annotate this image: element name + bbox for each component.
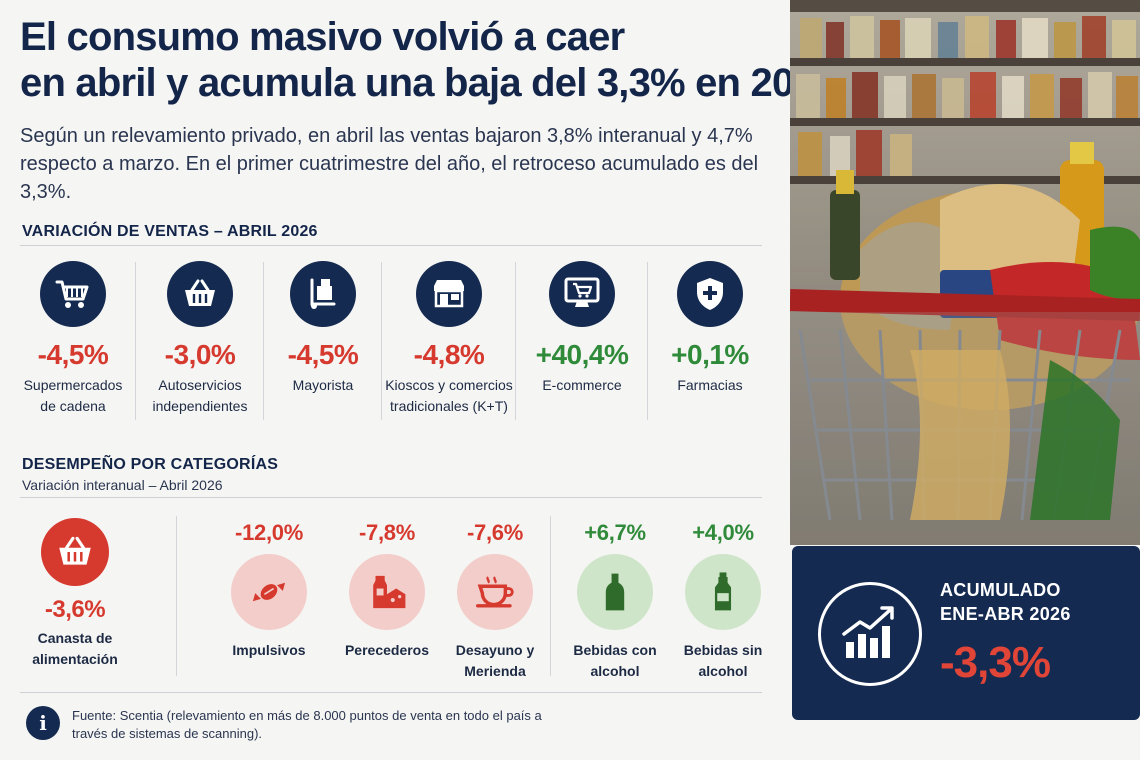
channel-supermarkets: -4,5% Supermercados de cadena [10,258,136,428]
category-value: +6,7% [584,520,646,545]
category-divider [176,516,177,676]
shopping-basket-icon [167,261,233,327]
channel-value: -3,0% [164,339,236,370]
category-value: -12,0% [235,520,303,545]
category-impulse: -12,0% Impulsivos [214,520,324,661]
channel-value: +0,1% [671,339,749,370]
accumulated-panel: ACUMULADO ENE-ABR 2026 -3,3% [792,546,1140,720]
category-value: +4,0% [692,520,754,545]
channel-label: Supermercados de cadena [23,377,123,414]
supermarket-cart-photo [790,0,1140,545]
category-label: Perecederos [344,642,430,658]
channel-kiosks-traditional: -4,8% Kioscos y comercios tradicionales (… [382,258,516,428]
category-food-basket: -3,6% Canasta de alimentación [20,518,130,670]
category-label: Canasta de alimentación [32,630,118,667]
soda-bottle-icon [685,554,761,630]
channel-value: -4,5% [37,339,109,370]
headline: El consumo masivo volvió a caer en abril… [20,14,837,106]
hand-truck-icon [290,261,356,327]
food-basket-icon [41,518,109,586]
channel-value: -4,8% [413,339,485,370]
channel-variation-table: -4,5% Supermercados de cadena -3,0% Autos… [10,258,780,428]
channel-label: E-commerce [542,377,622,393]
category-alcoholic-drinks: +6,7% Bebidas con alcohol [560,520,670,682]
categories-subheading: Variación interanual – Abril 2026 [22,477,223,493]
medical-shield-icon [677,261,743,327]
sales-variation-heading: VARIACIÓN DE VENTAS – ABRIL 2026 [22,223,318,240]
category-value: -7,6% [467,520,523,545]
channel-label: Farmacias [677,377,743,393]
channel-wholesale: -4,5% Mayorista [264,258,382,428]
category-divider [550,516,551,676]
computer-cart-icon [549,261,615,327]
category-breakfast: -7,6% Desayuno y Merienda [440,520,550,682]
channel-ecommerce: +40,4% E-commerce [516,258,648,428]
category-label: Desayuno y Merienda [455,642,535,679]
channel-label: Mayorista [292,377,354,393]
channel-value: +40,4% [535,339,629,370]
category-value: -7,8% [359,520,415,545]
source-note: Fuente: Scentia (relevamiento en más de … [72,708,542,741]
shopping-cart-icon [40,261,106,327]
bar-chart-growth-icon [818,582,922,686]
wine-bottle-icon [577,554,653,630]
channel-independent-self-service: -3,0% Autoservicios independientes [136,258,264,428]
milk-cheese-icon [349,554,425,630]
category-soft-drinks: +4,0% Bebidas sin alcohol [668,520,778,682]
category-perishables: -7,8% Perecederos [332,520,442,661]
channel-label: Autoservicios independientes [152,377,248,414]
coffee-cup-icon [457,554,533,630]
headline-line-2: en abril y acumula una baja del 3,3% en … [20,61,837,105]
footer-divider [20,692,762,693]
channel-pharmacies: +0,1% Farmacias [648,258,772,428]
accumulated-title: ACUMULADO ENE-ABR 2026 [940,580,1071,624]
category-label: Bebidas con alcohol [573,642,657,679]
category-value: -3,6% [44,596,106,623]
storefront-icon [416,261,482,327]
info-icon: i [26,706,60,740]
headline-line-1: El consumo masivo volvió a caer [20,15,625,59]
category-label: Impulsivos [232,642,306,658]
section-divider [20,245,762,246]
accumulated-value: -3,3% [940,638,1051,687]
category-label: Bebidas sin alcohol [683,642,763,679]
categories-heading: DESEMPEÑO POR CATEGORÍAS [22,456,279,473]
section-divider [20,497,762,498]
channel-value: -4,5% [287,339,359,370]
candy-icon [231,554,307,630]
subtitle: Según un relevamiento privado, en abril … [20,125,759,203]
channel-label: Kioscos y comercios tradicionales (K+T) [385,377,513,414]
